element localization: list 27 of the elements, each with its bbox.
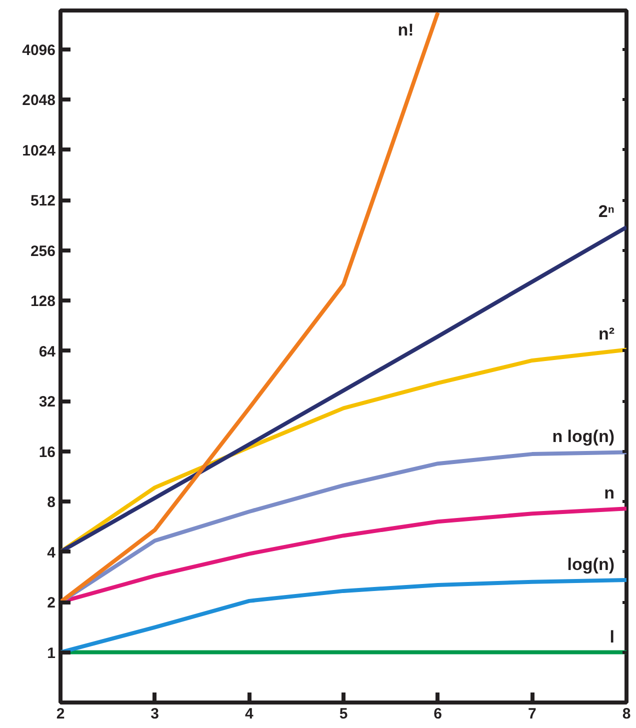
y-tick-label: 64 — [38, 343, 56, 360]
x-tick-label: 5 — [339, 706, 348, 722]
y-tick-label: 2 — [47, 594, 56, 612]
series-label: n! — [398, 20, 414, 40]
x-tick-label: 6 — [434, 706, 442, 722]
y-tick-label: 32 — [38, 394, 56, 411]
series-label: l — [610, 627, 615, 646]
series-label: n log(n) — [552, 427, 615, 446]
x-tick-label: 7 — [528, 706, 536, 722]
series-label: log(n) — [567, 554, 615, 574]
x-tick-label: 8 — [622, 706, 631, 722]
y-tick-label: 8 — [47, 494, 56, 512]
series-label: n² — [598, 324, 615, 344]
line-series — [60, 578, 626, 654]
x-tick-label: 4 — [244, 706, 254, 722]
y-tick-label: 512 — [30, 192, 56, 210]
series-label: 2ⁿ — [598, 202, 614, 222]
y-tick-label: 4 — [47, 544, 56, 562]
x-tick-label: 3 — [150, 706, 160, 722]
y-tick-label: 1 — [47, 644, 56, 662]
series-label: n — [604, 484, 615, 503]
y-tick-label: 128 — [30, 293, 56, 310]
y-tick-label: 2048 — [22, 92, 56, 110]
y-tick-label: 16 — [38, 444, 56, 461]
y-tick-label: 4096 — [22, 42, 56, 59]
y-tick-label: 256 — [30, 242, 56, 260]
y-tick-label: 1024 — [22, 142, 56, 160]
